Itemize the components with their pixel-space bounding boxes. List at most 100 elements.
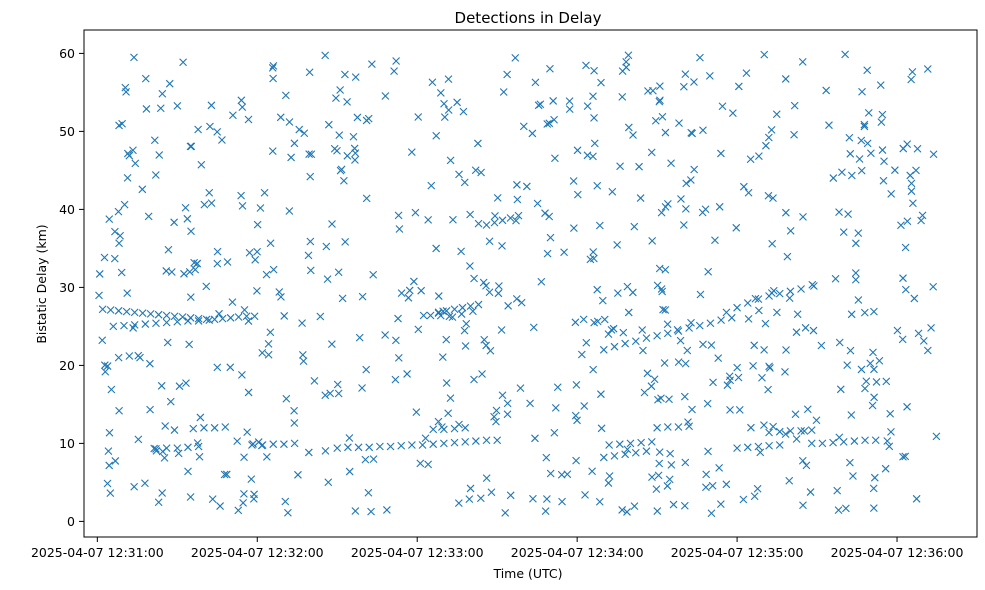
- data-point: [324, 478, 333, 487]
- data-point: [175, 382, 184, 391]
- data-point: [912, 494, 921, 503]
- data-point: [798, 456, 807, 465]
- data-point: [708, 481, 717, 490]
- data-point: [264, 339, 273, 348]
- data-point: [466, 484, 475, 493]
- x-axis-label: Time (UTC): [492, 566, 562, 581]
- data-point: [129, 324, 138, 332]
- data-point: [258, 348, 267, 357]
- data-point: [349, 132, 358, 141]
- data-point: [332, 94, 340, 102]
- data-point: [847, 171, 856, 180]
- data-point: [684, 418, 692, 426]
- data-point: [769, 194, 777, 202]
- data-point: [765, 428, 773, 437]
- data-point: [583, 102, 592, 110]
- data-point: [304, 251, 313, 260]
- data-point: [512, 295, 521, 303]
- data-point: [498, 241, 506, 250]
- data-point: [597, 424, 606, 433]
- data-point: [466, 262, 474, 270]
- data-point: [573, 190, 582, 199]
- data-point: [282, 394, 291, 403]
- data-point: [829, 174, 838, 182]
- data-point: [545, 212, 554, 221]
- data-point: [369, 270, 378, 279]
- data-point: [882, 377, 891, 386]
- data-point: [362, 194, 371, 203]
- data-point: [426, 311, 435, 320]
- data-point: [341, 237, 350, 246]
- data-point: [338, 294, 347, 303]
- data-point: [558, 497, 566, 506]
- data-point: [321, 391, 330, 400]
- data-point: [280, 440, 288, 449]
- data-point: [860, 122, 869, 131]
- data-point: [739, 495, 748, 504]
- data-point: [893, 326, 902, 335]
- data-point: [256, 204, 265, 212]
- data-point: [835, 433, 844, 442]
- x-tick-label: 2025-04-07 12:36:00: [831, 545, 964, 560]
- data-point: [683, 346, 692, 355]
- data-point: [797, 427, 805, 435]
- data-point: [642, 334, 651, 342]
- data-point: [866, 359, 875, 368]
- data-point: [833, 486, 842, 495]
- data-point: [658, 287, 667, 296]
- data-point: [753, 484, 762, 493]
- data-point: [513, 180, 521, 189]
- data-point: [869, 484, 878, 493]
- data-point: [397, 441, 406, 450]
- data-point: [115, 406, 123, 415]
- data-point: [262, 452, 271, 461]
- data-point: [765, 441, 773, 450]
- data-point: [812, 416, 821, 425]
- data-point: [437, 423, 446, 431]
- data-point: [652, 485, 661, 494]
- data-point: [482, 341, 491, 350]
- data-point: [285, 207, 294, 215]
- data-point: [449, 215, 457, 224]
- data-point: [322, 242, 331, 251]
- data-point: [867, 149, 875, 158]
- data-point: [667, 159, 675, 168]
- data-point: [482, 221, 491, 229]
- data-point: [403, 370, 411, 378]
- data-point: [202, 282, 211, 291]
- data-point: [582, 61, 590, 70]
- data-point: [808, 280, 817, 289]
- data-point: [647, 382, 656, 391]
- data-point: [343, 97, 351, 106]
- data-point: [624, 51, 633, 60]
- data-point: [590, 114, 598, 122]
- data-point: [504, 301, 513, 310]
- data-point: [623, 445, 632, 454]
- y-tick-label: 20: [59, 358, 75, 373]
- data-point: [253, 220, 262, 229]
- data-point: [245, 248, 254, 257]
- data-point: [929, 282, 938, 291]
- data-point: [130, 53, 138, 62]
- data-point: [333, 444, 342, 452]
- data-point: [173, 101, 182, 110]
- data-point: [655, 459, 664, 468]
- data-point: [907, 187, 916, 196]
- data-point: [208, 495, 217, 503]
- data-point: [131, 159, 140, 168]
- data-point: [281, 91, 290, 100]
- data-point: [444, 409, 453, 418]
- data-point: [166, 397, 175, 406]
- data-point: [146, 310, 155, 318]
- data-point: [351, 507, 360, 515]
- data-point: [878, 146, 887, 154]
- data-point: [285, 118, 294, 126]
- data-point: [851, 239, 860, 248]
- data-point: [909, 199, 917, 208]
- data-point: [268, 147, 277, 156]
- data-point: [775, 427, 784, 436]
- data-point: [238, 103, 247, 112]
- data-point: [546, 64, 554, 73]
- data-point: [482, 474, 491, 483]
- data-point: [180, 269, 188, 278]
